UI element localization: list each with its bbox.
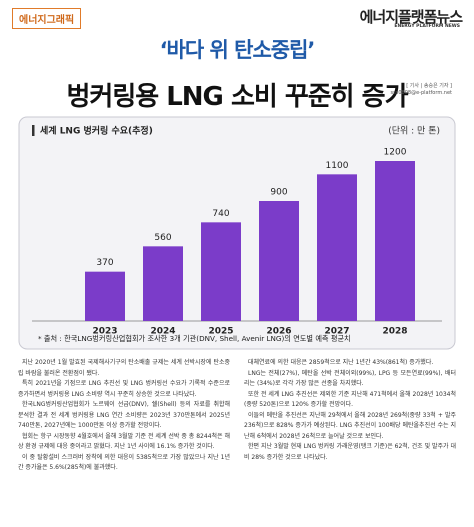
x-tick-label: 2026 (266, 327, 291, 337)
data-label: 1100 (326, 161, 349, 171)
logo-sub: ENERGY PLATFORM NEWS (394, 24, 460, 29)
bar (85, 271, 125, 321)
headline: 벙커링용 LNG 소비 꾸준히 증가 (66, 82, 409, 112)
paragraph: 한편 지난 3월말 현재 LNG 벙커링 가래운영(탱크 기준)은 62척, 건… (244, 443, 456, 461)
logo: 에너지플랫폼뉴스 (359, 8, 463, 26)
data-label: 740 (212, 209, 229, 219)
article-column: 지난 2020년 1월 발효된 국제해사기구의 탄소배출 규제는 세계 선박시장… (18, 358, 230, 524)
chart: 세계 LNG 벙커링 수요(추정) (단위 : 만 톤) * 출처 : 한국LN… (18, 116, 456, 350)
paragraph: 지난 2020년 1월 발효된 국제해사기구의 탄소배출 규제는 세계 선박시장… (18, 359, 230, 377)
chart-source: * 출처 : 한국LNG벙커링산업협회가 조사한 3개 기관(DNV, Shel… (38, 334, 351, 343)
bar (375, 161, 415, 321)
paragraph: 대체연료에 의한 대응은 2859척으로 지난 1년간 43%(861척) 증가… (248, 359, 434, 366)
x-tick-label: 2025 (208, 327, 233, 337)
data-label: 900 (270, 188, 287, 198)
paragraph: 협회는 항구 시장동향 4월호에서 올해 3월말 기준 전 세계 선박 중 총 … (18, 432, 230, 451)
email: sss0808@e-platform.net (390, 90, 452, 96)
x-tick-label: 2024 (150, 327, 175, 337)
paragraph: 이 중 탈황설비 스크러버 장착에 의한 대응이 5385척으로 가장 많았으나… (18, 453, 230, 472)
chart-title: 세계 LNG 벙커링 수요(추정) (40, 125, 153, 137)
paragraph: 또한 전 세계 LNG 추진선은 제외한 기준 지난해 471척에서 올해 20… (244, 390, 456, 409)
data-label: 370 (96, 258, 113, 268)
paragraph: 이들의 메탄올 추진선은 지난해 29척에서 올해 2028년 269척(중량 … (244, 411, 456, 440)
bar (259, 201, 299, 321)
bar (317, 174, 357, 321)
x-tick-label: 2023 (92, 327, 117, 337)
x-tick-label: 2028 (382, 327, 407, 337)
paragraph: 한국LNG벙커링산업협회가 노르웨이 선급(DNV), 쉘(Shell) 등의 … (18, 401, 230, 429)
bar (143, 246, 183, 321)
data-label: 1200 (384, 148, 407, 158)
section-tag: 에너지그래픽 (12, 8, 82, 29)
paragraph: 특히 2021년을 기점으로 LNG 추진선 및 LNG 벙커링선 수요가 기록… (18, 380, 230, 398)
paragraph: LNG는 전체(27%), 메탄올 선박 전체이외(99%), LPG 등 모든… (244, 369, 456, 388)
bar (201, 222, 241, 321)
kicker: ‘바다 위 탄소중립’ (159, 38, 316, 62)
chart-unit: (단위 : 만 톤) (388, 126, 440, 137)
title-marker (32, 125, 35, 136)
byline: [ 기사 | 송승은 기자 ] (406, 83, 452, 89)
article-column: 대체연료에 의한 대응은 2859척으로 지난 1년간 43%(861척) 증가… (244, 358, 456, 524)
data-label: 560 (154, 233, 171, 243)
x-tick-label: 2027 (324, 327, 349, 337)
